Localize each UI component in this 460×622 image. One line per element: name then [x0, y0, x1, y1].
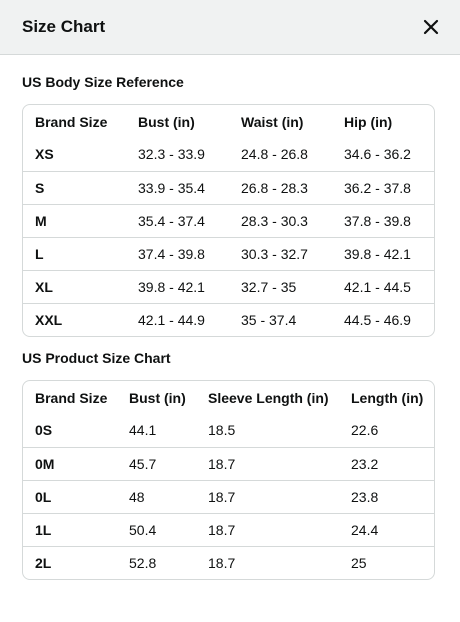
table-cell: 25: [339, 545, 434, 579]
column-header: Bust (in): [138, 113, 195, 130]
table-row: 0S 44.1 18.5 22.6: [23, 414, 434, 447]
table-cell: 33.9 - 35.4: [126, 170, 229, 204]
column-header: Sleeve Length (in): [208, 389, 329, 406]
table-row: 0M 45.7 18.7 23.2: [23, 446, 434, 480]
size-label-cell: M: [23, 203, 126, 237]
table-cell: 23.8: [339, 479, 434, 513]
table-cell: 52.8: [117, 545, 196, 579]
table-cell: 37.8 - 39.8: [332, 203, 434, 237]
table-cell: 30.3 - 32.7: [229, 236, 332, 270]
table-cell: 42.1 - 44.9: [126, 302, 229, 336]
size-label-cell: XS: [35, 146, 54, 163]
size-label-cell: 1L: [23, 512, 117, 546]
size-label-cell: XL: [23, 269, 126, 303]
table-cell: 28.3 - 30.3: [229, 203, 332, 237]
table-header-row: Brand Size Bust (in) Sleeve Length (in) Len…: [23, 381, 434, 414]
size-label-cell: 0L: [23, 479, 117, 513]
column-header: Hip (in): [344, 113, 393, 130]
table-row: 2L 52.8 18.7 25: [23, 545, 434, 579]
column-header: Length (in): [351, 389, 424, 406]
table-row: XS 32.3 - 33.9 24.8 - 26.8 34.6 - 36.2: [23, 138, 434, 171]
table-cell: 50.4: [117, 512, 196, 546]
column-header: Waist (in): [241, 113, 304, 130]
table-cell: 36.2 - 37.8: [332, 170, 434, 204]
table-cell: 18.7: [196, 446, 339, 480]
table-row: S 33.9 - 35.4 26.8 - 28.3 36.2 - 37.8: [23, 170, 434, 204]
table-cell: 18.7: [196, 479, 339, 513]
table-cell: 44.1: [129, 422, 157, 439]
table-cell: 24.4: [339, 512, 434, 546]
close-icon: [423, 19, 439, 35]
size-label-cell: 0S: [35, 422, 53, 439]
table-cell: 42.1 - 44.5: [332, 269, 434, 303]
table-row: XXL 42.1 - 44.9 35 - 37.4 44.5 - 46.9: [23, 302, 434, 336]
table-cell: 18.5: [208, 422, 236, 439]
size-label-cell: S: [23, 170, 126, 204]
table-cell: 35 - 37.4: [229, 302, 332, 336]
table-cell: 24.8 - 26.8: [241, 146, 308, 163]
column-header: Bust (in): [129, 389, 186, 406]
table-row: M 35.4 - 37.4 28.3 - 30.3 37.8 - 39.8: [23, 203, 434, 237]
body-size-table-container: Brand Size Bust (in) Waist (in) Hip (in) XS…: [22, 104, 435, 337]
modal-title: Size Chart: [22, 17, 106, 36]
table-cell: 32.3 - 33.9: [138, 146, 205, 163]
modal-header: Size Chart: [0, 0, 460, 55]
table-row: L 37.4 - 39.8 30.3 - 32.7 39.8 - 42.1: [23, 236, 434, 270]
product-size-section-title: US Product Size Chart: [22, 350, 171, 366]
table-cell: 39.8 - 42.1: [332, 236, 434, 270]
table-cell: 18.7: [196, 545, 339, 579]
table-cell: 23.2: [339, 446, 434, 480]
table-cell: 18.7: [196, 512, 339, 546]
table-cell: 37.4 - 39.8: [126, 236, 229, 270]
body-size-section-title: US Body Size Reference: [22, 74, 184, 90]
close-button[interactable]: [420, 16, 442, 38]
size-label-cell: XXL: [23, 302, 126, 336]
table-row: XL 39.8 - 42.1 32.7 - 35 42.1 - 44.5: [23, 269, 434, 303]
table-cell: 34.6 - 36.2: [344, 146, 411, 163]
table-cell: 45.7: [117, 446, 196, 480]
column-header: Brand Size: [35, 389, 108, 406]
table-cell: 39.8 - 42.1: [126, 269, 229, 303]
body-size-table: Brand Size Bust (in) Waist (in) Hip (in) XS…: [23, 105, 434, 336]
product-size-table: Brand Size Bust (in) Sleeve Length (in) Len…: [23, 381, 434, 579]
table-cell: 48: [117, 479, 196, 513]
table-row: 0L 48 18.7 23.8: [23, 479, 434, 513]
table-header-row: Brand Size Bust (in) Waist (in) Hip (in): [23, 105, 434, 138]
size-label-cell: L: [23, 236, 126, 270]
table-cell: 32.7 - 35: [229, 269, 332, 303]
table-cell: 44.5 - 46.9: [332, 302, 434, 336]
size-label-cell: 2L: [23, 545, 117, 579]
size-label-cell: 0M: [23, 446, 117, 480]
column-header: Brand Size: [35, 113, 108, 130]
table-cell: 26.8 - 28.3: [229, 170, 332, 204]
table-row: 1L 50.4 18.7 24.4: [23, 512, 434, 546]
product-size-table-container: Brand Size Bust (in) Sleeve Length (in) Len…: [22, 380, 435, 580]
table-cell: 35.4 - 37.4: [126, 203, 229, 237]
table-cell: 22.6: [351, 422, 379, 439]
